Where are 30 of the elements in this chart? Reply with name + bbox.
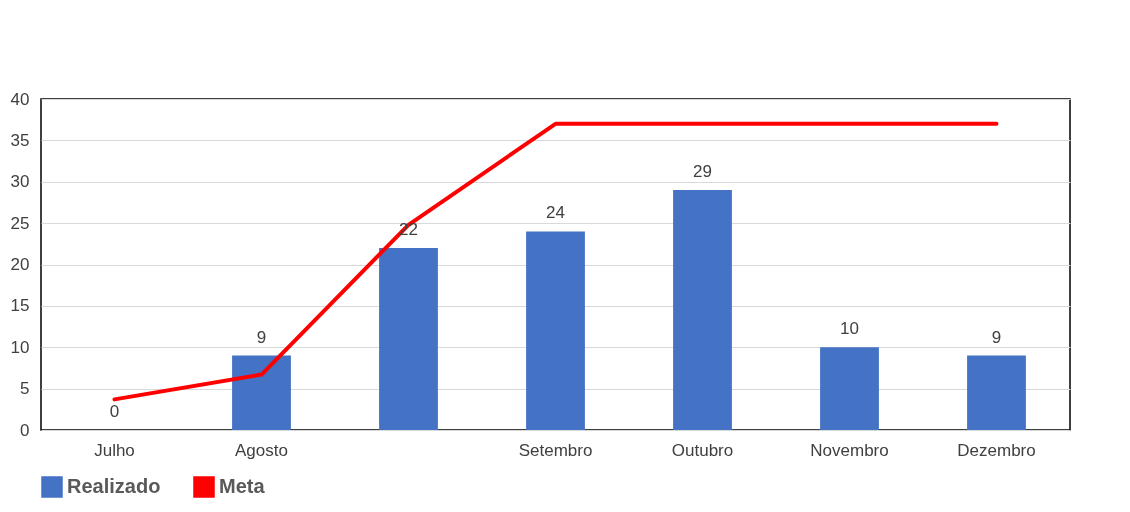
y-tick-label: 30: [10, 172, 30, 192]
y-tick-label: 15: [10, 296, 30, 316]
x-tick-label: Setembro: [518, 440, 593, 460]
y-tick-label: 20: [10, 255, 30, 274]
bar: [232, 355, 291, 430]
y-tick-label: 5: [20, 379, 30, 399]
data-label: 9: [256, 327, 267, 347]
data-label: 9: [991, 327, 1002, 347]
bar: [526, 231, 585, 430]
data-label: 10: [840, 319, 859, 339]
data-label: 24: [546, 203, 565, 223]
y-tick-label: 40: [10, 89, 30, 109]
x-tick-label: Agosto: [235, 440, 288, 460]
legend-label: Meta: [219, 475, 266, 497]
data-label: 0: [109, 402, 120, 421]
bar: [379, 247, 438, 430]
x-tick-label: Outubro: [671, 440, 734, 460]
x-tick-label: Julho: [94, 440, 135, 460]
y-tick-label: 10: [10, 337, 30, 357]
x-tick-label: Dezembro: [957, 440, 1036, 460]
y-tick-label: 25: [10, 213, 30, 233]
y-tick-label: 35: [10, 130, 30, 150]
legend-label: Realizado: [67, 475, 161, 497]
bar: [673, 190, 732, 430]
bar: [967, 355, 1026, 430]
y-tick-label: 0: [20, 420, 30, 440]
data-label: 29: [693, 162, 712, 182]
x-tick-label: Novembro: [810, 440, 889, 460]
line-series: [112, 121, 999, 402]
bar: [820, 347, 879, 430]
